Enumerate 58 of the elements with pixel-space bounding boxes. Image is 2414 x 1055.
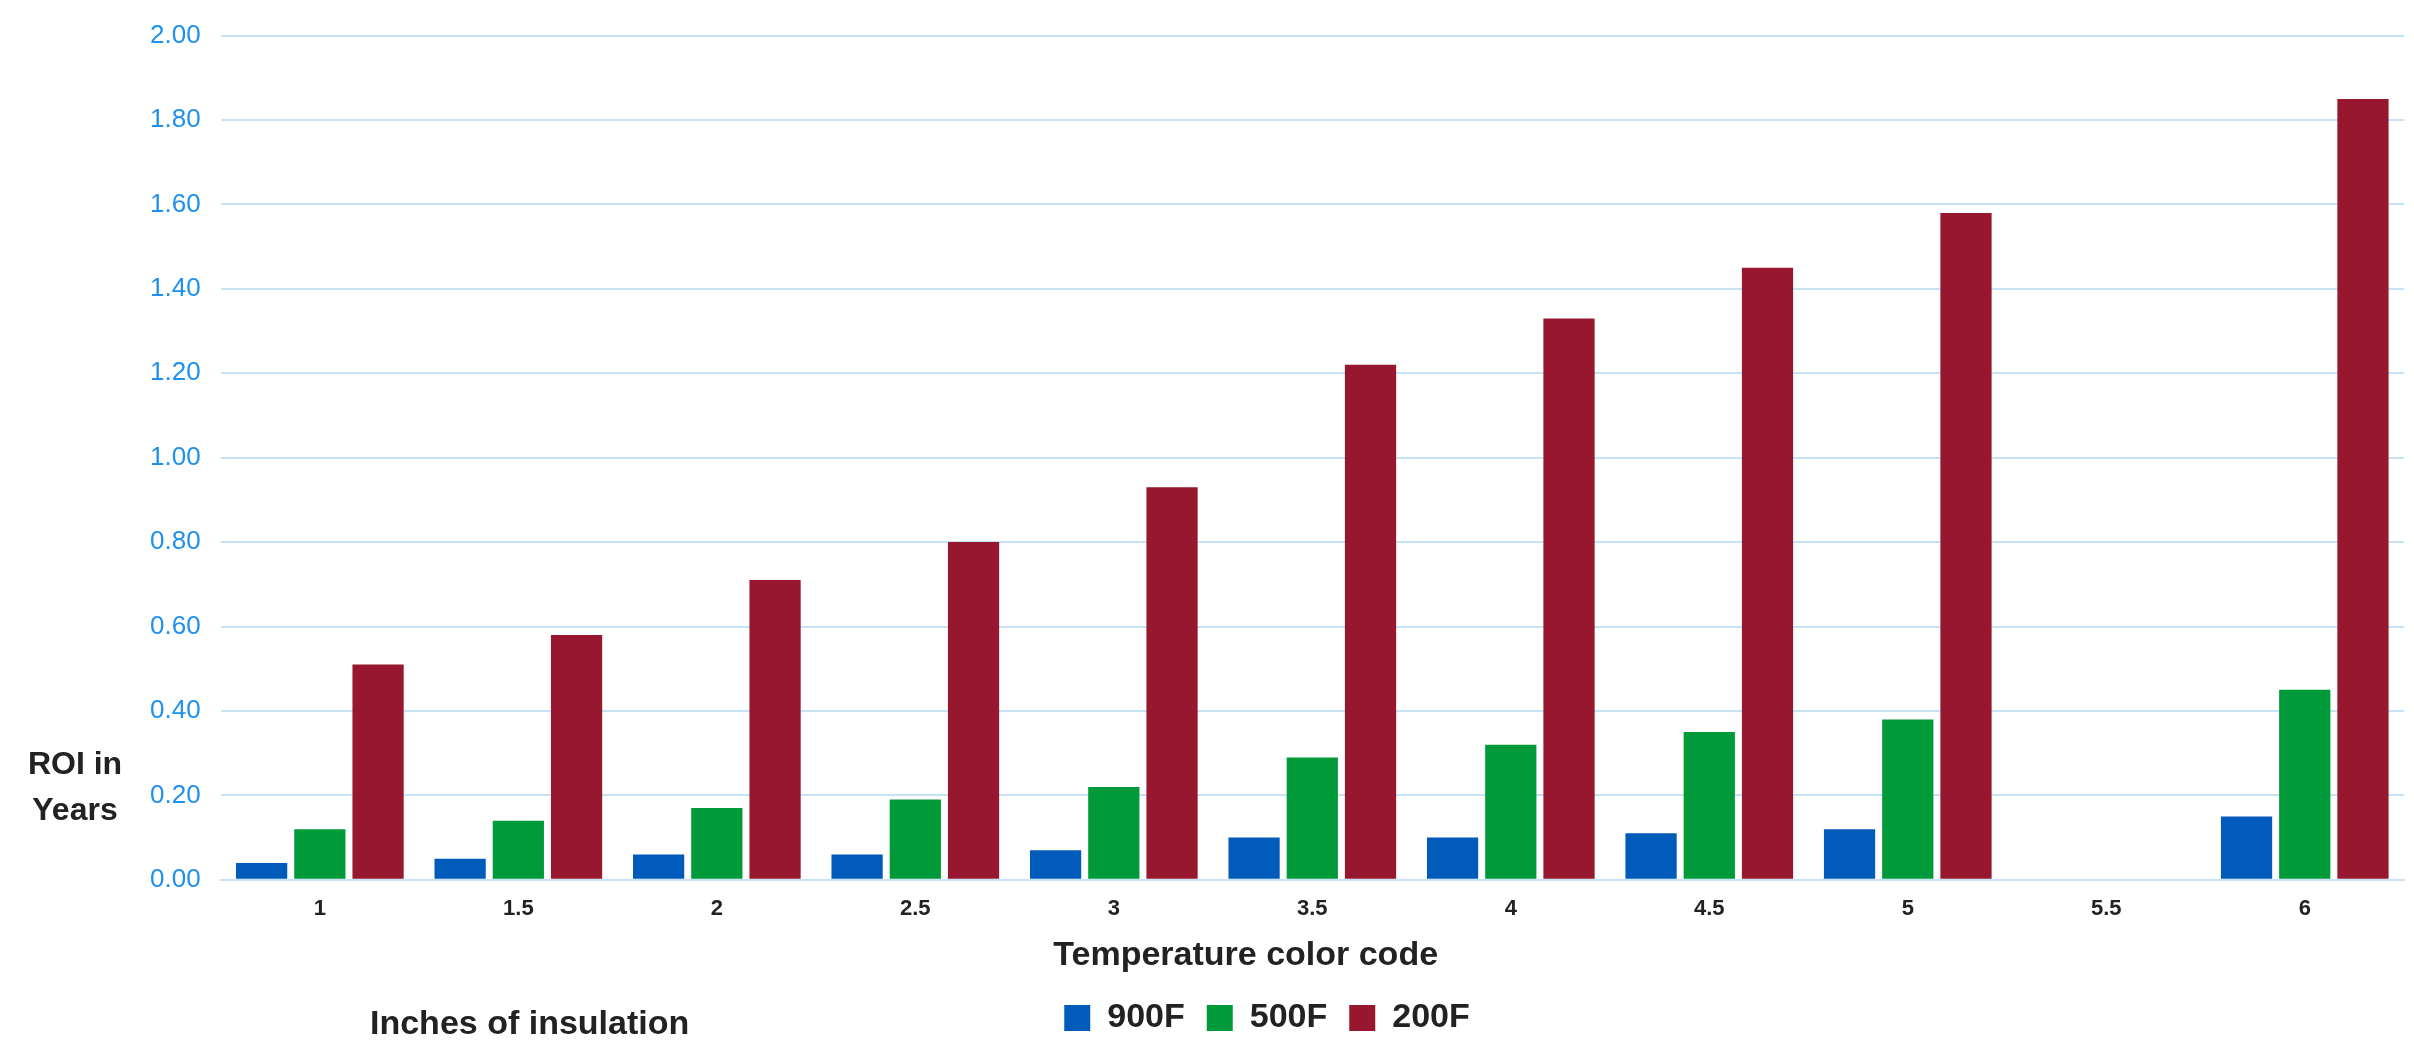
bar [1146,487,1198,879]
x-tick-label: 1 [313,895,326,921]
bar [1228,837,1280,879]
bar [1882,719,1934,879]
bar [1940,212,1992,879]
y-tick-label: 0.40 [149,694,201,725]
legend-label: 200F [1392,996,1470,1035]
y-tick-label: 0.20 [149,778,201,809]
y-tick-label: 1.80 [149,103,201,134]
bar [1286,757,1338,879]
bar [550,634,603,879]
bar [2279,689,2331,879]
y-tick-label: 2.00 [149,18,201,49]
y-axis-title: ROI in Years [26,744,124,829]
x-tick-label: 3 [1107,895,1120,921]
bar [294,829,346,879]
bar [1088,786,1140,879]
bar [1543,318,1595,879]
x-tick-label: 5 [1901,895,1914,921]
y-tick-label: 1.60 [149,187,201,218]
x-tick-label: 3.5 [1297,895,1328,921]
bar [434,858,486,879]
y-tick-label: 1.00 [149,440,201,471]
legend-label: 500F [1249,996,1328,1035]
bar [2220,816,2273,879]
bar [947,542,1000,879]
bar [1029,850,1082,879]
legend-label: 900F [1107,996,1185,1035]
bar [1683,732,1735,879]
y-tick-label: 0.00 [149,862,201,893]
bar [1823,829,1876,879]
bar [749,580,801,879]
bar [1625,833,1677,879]
bar [236,862,288,879]
bar [1344,364,1397,879]
x-tick-label: 6 [2298,895,2311,921]
x-tick-label: 5.5 [2090,895,2122,921]
x-tick-label: 4 [1504,895,1518,921]
bar [831,854,883,879]
legend-title: Temperature color code [1053,933,1439,972]
bar [1426,837,1479,879]
y-tick-label: 0.80 [149,525,201,556]
x-tick-label: 4.5 [1693,895,1725,921]
x-axis-title: Inches of insulation [370,1003,690,1042]
y-tick-label: 1.40 [149,272,201,303]
bar [632,854,685,879]
x-tick-label: 2.5 [900,895,931,921]
bar [889,799,941,879]
x-tick-label: 2 [710,895,723,921]
bar [691,808,743,879]
bar [1741,267,1794,879]
y-tick-label: 0.60 [149,609,201,640]
bar [492,820,544,879]
bar [1485,744,1537,879]
bar [2337,98,2389,879]
x-tick-label: 1.5 [503,895,534,921]
y-tick-label: 1.20 [149,356,201,387]
bar [352,664,404,879]
